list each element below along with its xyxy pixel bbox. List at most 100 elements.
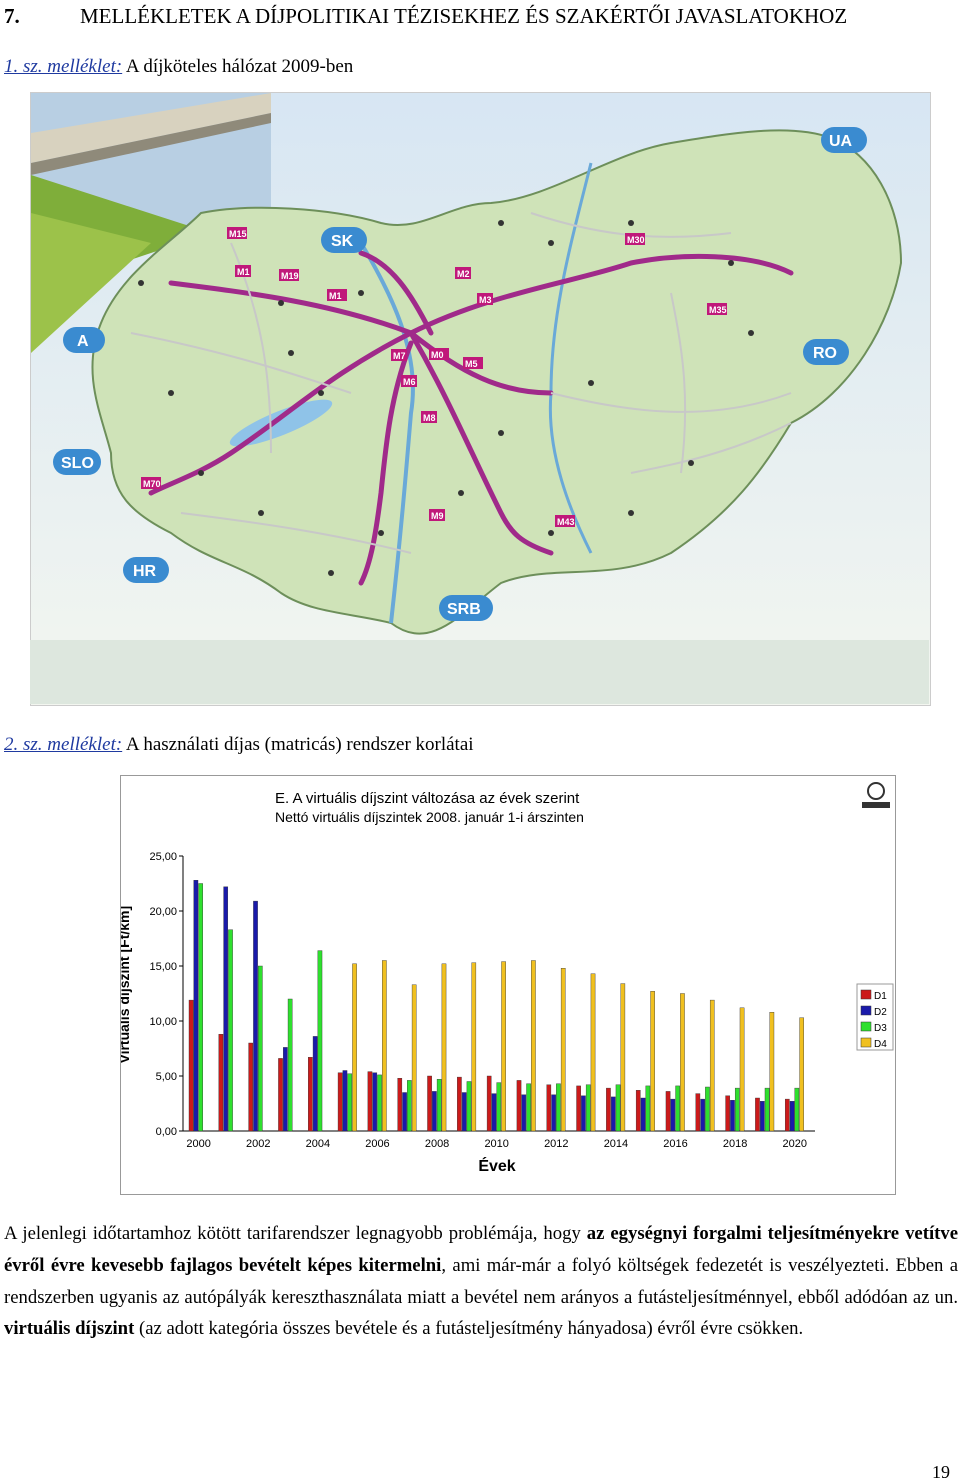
bar-D2-2007 — [402, 1092, 407, 1132]
bar-D2-2009 — [461, 1092, 467, 1132]
annex1-caption: 1. sz. melléklet: A díjköteles hálózat 2… — [4, 56, 353, 78]
bar-D2-2010 — [491, 1093, 497, 1132]
bar-D1-2017 — [695, 1093, 701, 1132]
bar-D3-2016 — [675, 1085, 680, 1132]
virtual-toll-chart: E. A virtuális díjszint változása az éve… — [120, 775, 896, 1195]
x-tick-label: 2004 — [306, 1138, 330, 1150]
bar-D4-2007 — [411, 984, 417, 1132]
bar-D3-2006 — [377, 1074, 382, 1132]
bar-D3-2012 — [556, 1083, 561, 1132]
bar-D1-2020 — [784, 1098, 790, 1132]
svg-text:M0: M0 — [431, 350, 444, 360]
bar-D4-2009 — [471, 962, 477, 1132]
bar-D3-2009 — [466, 1081, 472, 1132]
legend-label-D4: D4 — [874, 1039, 887, 1050]
paragraph-text-2: , ami már-már a folyó költségek fedezeté… — [4, 1254, 958, 1308]
bar-D3-2005 — [347, 1073, 353, 1132]
y-tick-label: 15,00 — [149, 961, 177, 973]
svg-text:A: A — [77, 333, 89, 350]
x-tick-label: 2018 — [723, 1138, 747, 1150]
bar-D1-2010 — [486, 1075, 492, 1132]
chart-title: E. A virtuális díjszint változása az éve… — [275, 790, 580, 807]
bar-D1-2016 — [665, 1091, 671, 1132]
y-tick-label: 20,00 — [149, 906, 177, 918]
svg-text:M15: M15 — [229, 229, 247, 239]
bar-D4-2006 — [382, 960, 387, 1132]
annex2-caption: 2. sz. melléklet: A használati díjas (ma… — [4, 734, 474, 756]
bar-D2-2018 — [730, 1100, 735, 1132]
motorway-network — [148, 250, 794, 586]
bar-D4-2013 — [590, 973, 596, 1132]
legend-swatch-D4 — [860, 1037, 872, 1048]
bar-D2-2011 — [521, 1094, 527, 1132]
baukonsult-logo-mark — [862, 782, 890, 808]
x-tick-label: 2016 — [663, 1138, 687, 1150]
page-number: 19 — [932, 1462, 950, 1482]
x-tick-label: 2010 — [484, 1138, 508, 1150]
bar-D1-2019 — [755, 1097, 760, 1132]
legend-label-D1: D1 — [874, 991, 887, 1002]
bar-D2-2013 — [581, 1095, 586, 1132]
bar-D4-2012 — [560, 967, 566, 1132]
baukonsult-logo — [859, 780, 893, 810]
y-tick-label: 10,00 — [149, 1016, 177, 1028]
annex1-ref[interactable]: 1. sz. melléklet: — [4, 56, 123, 77]
bar-D3-2002 — [258, 965, 263, 1132]
svg-text:M7: M7 — [393, 351, 406, 361]
bar-D3-2007 — [407, 1080, 412, 1132]
motorway-badges: M15 M1 M19 M0 M5 M7 M6 M8 M2 M3 M30 M35 … — [141, 227, 727, 527]
bar-D3-2010 — [496, 1082, 502, 1132]
svg-text:M70: M70 — [143, 479, 161, 489]
bar-D1-2001 — [218, 1034, 224, 1132]
bar-D3-2015 — [645, 1085, 651, 1132]
map-footer-band — [30, 640, 929, 704]
chart-plot: 0,00 5,00 10,00 15,00 20,00 25,00 Virtuális dí… — [121, 851, 894, 1175]
bar-D3-2013 — [585, 1084, 591, 1132]
bar-D4-2014 — [620, 983, 626, 1132]
map-svg: SK UA A RO SLO HR SRB M15 M1 M19 M0 M5 M… — [31, 93, 930, 705]
bar-D2-2003 — [283, 1047, 288, 1132]
bar-D1-2000 — [188, 999, 194, 1132]
bar-D2-2002 — [253, 900, 258, 1132]
neighbor-country-labels: SK UA A RO SLO HR SRB — [53, 127, 867, 621]
bar-D3-2001 — [228, 929, 233, 1132]
svg-text:M3: M3 — [479, 295, 492, 305]
svg-text:M43: M43 — [557, 517, 575, 527]
bar-D1-2011 — [516, 1080, 522, 1132]
paragraph-text-1: A jelenlegi időtartamhoz kötött tarifare… — [4, 1223, 587, 1244]
bar-D1-2009 — [457, 1076, 462, 1132]
svg-text:RO: RO — [813, 345, 837, 362]
svg-text:M1: M1 — [329, 291, 342, 301]
bar-D2-2012 — [551, 1094, 556, 1132]
y-axis-label: Virtuális díjszint [Ft/km] — [121, 906, 132, 1064]
bar-D3-2000 — [198, 883, 203, 1132]
bar-D4-2018 — [739, 1007, 745, 1132]
svg-text:M19: M19 — [281, 271, 299, 281]
bar-D1-2013 — [576, 1085, 581, 1132]
bar-D1-2006 — [367, 1071, 373, 1132]
svg-text:M8: M8 — [423, 413, 436, 423]
bar-D4-2008 — [441, 963, 447, 1132]
toll-network-map: SK UA A RO SLO HR SRB M15 M1 M19 M0 M5 M… — [30, 92, 931, 706]
y-tick-label: 25,00 — [149, 851, 177, 863]
bar-D2-2001 — [223, 886, 229, 1132]
bar-D2-2019 — [759, 1101, 765, 1132]
x-tick-label: 2002 — [246, 1138, 270, 1150]
svg-text:SK: SK — [331, 233, 354, 250]
bar-D3-2003 — [287, 998, 293, 1132]
annex2-ref[interactable]: 2. sz. melléklet: — [4, 734, 123, 755]
bar-D3-2017 — [705, 1086, 710, 1132]
legend-swatch-D2 — [860, 1005, 872, 1016]
bar-D2-2015 — [640, 1097, 646, 1132]
bar-D3-2018 — [734, 1087, 740, 1132]
svg-text:M1: M1 — [237, 267, 250, 277]
main-roads — [130, 212, 792, 554]
x-axis-label: Évek — [478, 1156, 515, 1175]
x-tick-label: 2000 — [186, 1138, 210, 1150]
bar-D4-2015 — [650, 991, 655, 1132]
svg-text:HR: HR — [133, 563, 157, 580]
bar-D3-2008 — [436, 1079, 442, 1132]
bar-D1-2015 — [635, 1090, 641, 1132]
bar-D1-2018 — [725, 1095, 730, 1132]
body-paragraph: A jelenlegi időtartamhoz kötött tarifare… — [4, 1218, 958, 1345]
